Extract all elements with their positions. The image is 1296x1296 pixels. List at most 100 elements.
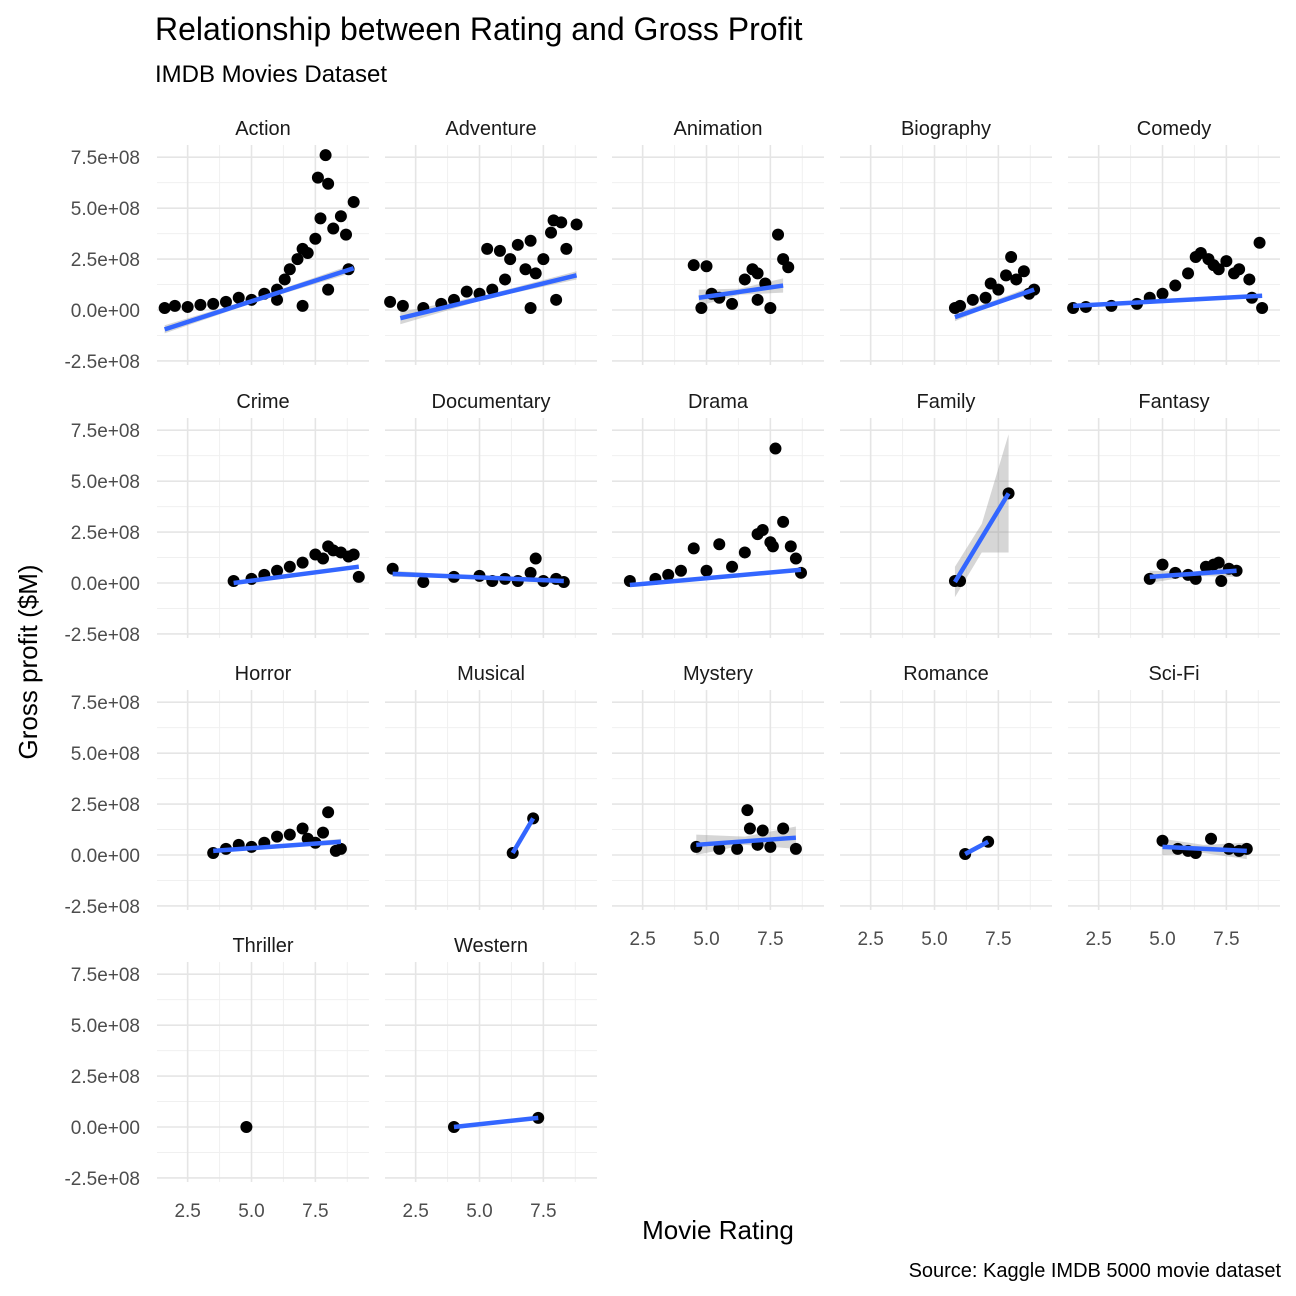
data-point	[486, 283, 499, 296]
facet-panel: Horror -2.5e+08 0.0e+00 2.5e+08 5.0e+08 7.5e+…	[64, 663, 369, 918]
y-axis-title: Gross profit ($M)	[13, 564, 43, 759]
facet-label: Documentary	[432, 391, 551, 413]
data-point	[751, 293, 764, 306]
data-point	[232, 291, 245, 304]
data-point	[417, 575, 430, 588]
data-point	[271, 564, 284, 577]
x-tick-label: 5.0	[921, 929, 947, 950]
y-tick-label: 7.5e+08	[71, 421, 140, 442]
data-point	[1169, 279, 1182, 292]
trend-line	[1072, 293, 1263, 309]
data-point	[317, 826, 330, 839]
data-point	[743, 822, 756, 835]
y-tick-label: 7.5e+08	[71, 693, 140, 714]
facet-label: Family	[917, 391, 976, 413]
data-point	[519, 263, 532, 276]
trend-line	[392, 571, 564, 584]
y-tick-label: 2.5e+08	[71, 250, 140, 271]
data-point	[317, 552, 330, 565]
data-point	[769, 442, 782, 455]
y-tick-label: -2.5e+08	[64, 897, 140, 918]
data-point	[283, 263, 296, 276]
data-point	[296, 299, 309, 312]
data-point	[460, 285, 473, 298]
facet-label: Romance	[903, 663, 989, 685]
facet-label: Thriller	[232, 935, 293, 957]
data-point	[550, 293, 563, 306]
data-point	[168, 299, 181, 312]
chart-caption: Source: Kaggle IMDB 5000 movie dataset	[909, 1260, 1282, 1282]
data-point	[560, 242, 573, 255]
x-tick-label: 7.5	[530, 1201, 556, 1222]
trend-line	[213, 839, 342, 854]
data-point	[1010, 273, 1023, 286]
facet-panel: Sci-Fi 2.5 5.0 7.5	[1068, 663, 1280, 950]
data-point	[283, 560, 296, 573]
data-point	[756, 824, 769, 837]
data-point	[1253, 236, 1266, 249]
data-point	[789, 842, 802, 855]
x-tick-label: 7.5	[985, 929, 1011, 950]
data-point	[731, 842, 744, 855]
data-point	[777, 515, 790, 528]
data-point	[674, 564, 687, 577]
chart-subtitle: IMDB Movies Dataset	[155, 61, 387, 88]
facet-panel: Action -2.5e+08 0.0e+00 2.5e+08 5.0e+08 7.5e+…	[64, 118, 369, 373]
y-tick-label: 0.0e+00	[71, 846, 140, 867]
x-tick-label: 2.5	[174, 1201, 200, 1222]
x-tick-label: 5.0	[466, 1201, 492, 1222]
data-point	[766, 540, 779, 553]
y-tick-label: 7.5e+08	[71, 148, 140, 169]
trend-line	[1162, 844, 1247, 854]
data-point	[481, 242, 494, 255]
y-tick-label: -2.5e+08	[64, 1169, 140, 1190]
y-tick-label: 7.5e+08	[71, 965, 140, 986]
trend-line	[453, 1115, 539, 1130]
data-point	[352, 570, 365, 583]
data-point	[194, 298, 207, 311]
data-point	[784, 540, 797, 553]
trend-line	[953, 492, 1011, 584]
data-point	[493, 244, 506, 257]
y-tick-label: 5.0e+08	[71, 744, 140, 765]
facet-label: Drama	[688, 391, 749, 413]
data-point	[319, 149, 332, 162]
x-tick-label: 2.5	[629, 929, 655, 950]
trend-line	[629, 567, 802, 588]
x-tick-label: 5.0	[238, 1201, 264, 1222]
y-tick-label: 2.5e+08	[71, 1067, 140, 1088]
y-tick-label: 0.0e+00	[71, 1118, 140, 1139]
data-point	[1233, 263, 1246, 276]
data-point	[499, 273, 512, 286]
facet-panel: Family	[840, 391, 1052, 638]
data-point	[1205, 832, 1218, 845]
facet-panel: Fantasy	[1068, 391, 1280, 638]
chart-title: Relationship between Rating and Gross Pr…	[155, 11, 803, 47]
data-point	[301, 246, 314, 259]
trend-line	[696, 835, 797, 848]
x-tick-label: 2.5	[402, 1201, 428, 1222]
data-point	[545, 226, 558, 239]
data-point	[764, 301, 777, 314]
data-point	[726, 560, 739, 573]
data-point	[334, 210, 347, 223]
data-point	[1215, 574, 1228, 587]
data-point	[966, 293, 979, 306]
data-point	[700, 564, 713, 577]
data-point	[1156, 834, 1169, 847]
data-point	[524, 566, 537, 579]
data-point	[327, 222, 340, 235]
facet-label: Sci-Fi	[1148, 663, 1199, 685]
data-point	[537, 253, 550, 266]
data-point	[695, 301, 708, 314]
trend-line	[510, 817, 536, 855]
data-point	[789, 552, 802, 565]
data-point	[529, 267, 542, 280]
data-point	[1220, 255, 1233, 268]
data-point	[384, 295, 397, 308]
data-point	[347, 548, 360, 561]
y-tick-label: 0.0e+00	[71, 574, 140, 595]
data-point	[271, 293, 284, 306]
facet-panel: Crime -2.5e+08 0.0e+00 2.5e+08 5.0e+08 7.5e+0…	[64, 391, 369, 646]
